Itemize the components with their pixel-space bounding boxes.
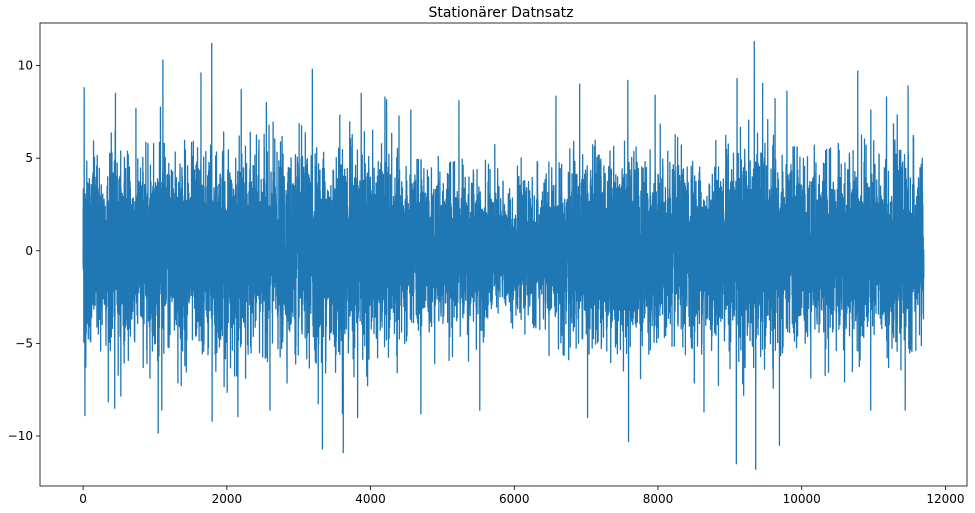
plot-area: 0 2000 4000 6000 8000 10000 12000 −10 −5 0 5 10 (8, 22, 968, 506)
x-tick-label: 0 (79, 492, 87, 506)
chart-title: Stationärer Datnsatz (428, 5, 573, 21)
y-tick-label: −10 (8, 429, 33, 443)
series-group (82, 40, 925, 470)
x-tick-label: 10000 (783, 492, 821, 506)
x-tick-label: 2000 (212, 492, 243, 506)
x-tick-label: 8000 (643, 492, 674, 506)
x-tick-label: 4000 (355, 492, 386, 506)
x-tick-label: 12000 (926, 492, 964, 506)
x-axis: 0 2000 4000 6000 8000 10000 12000 (79, 486, 965, 506)
axes-frame (39, 22, 968, 487)
x-tick-label: 6000 (499, 492, 530, 506)
y-tick-label: 10 (18, 59, 33, 73)
y-tick-label: 5 (25, 151, 33, 165)
y-tick-label: −5 (15, 336, 33, 350)
y-tick-label: 0 (25, 244, 33, 258)
y-axis: −10 −5 0 5 10 (8, 59, 40, 443)
series-line (82, 40, 925, 470)
